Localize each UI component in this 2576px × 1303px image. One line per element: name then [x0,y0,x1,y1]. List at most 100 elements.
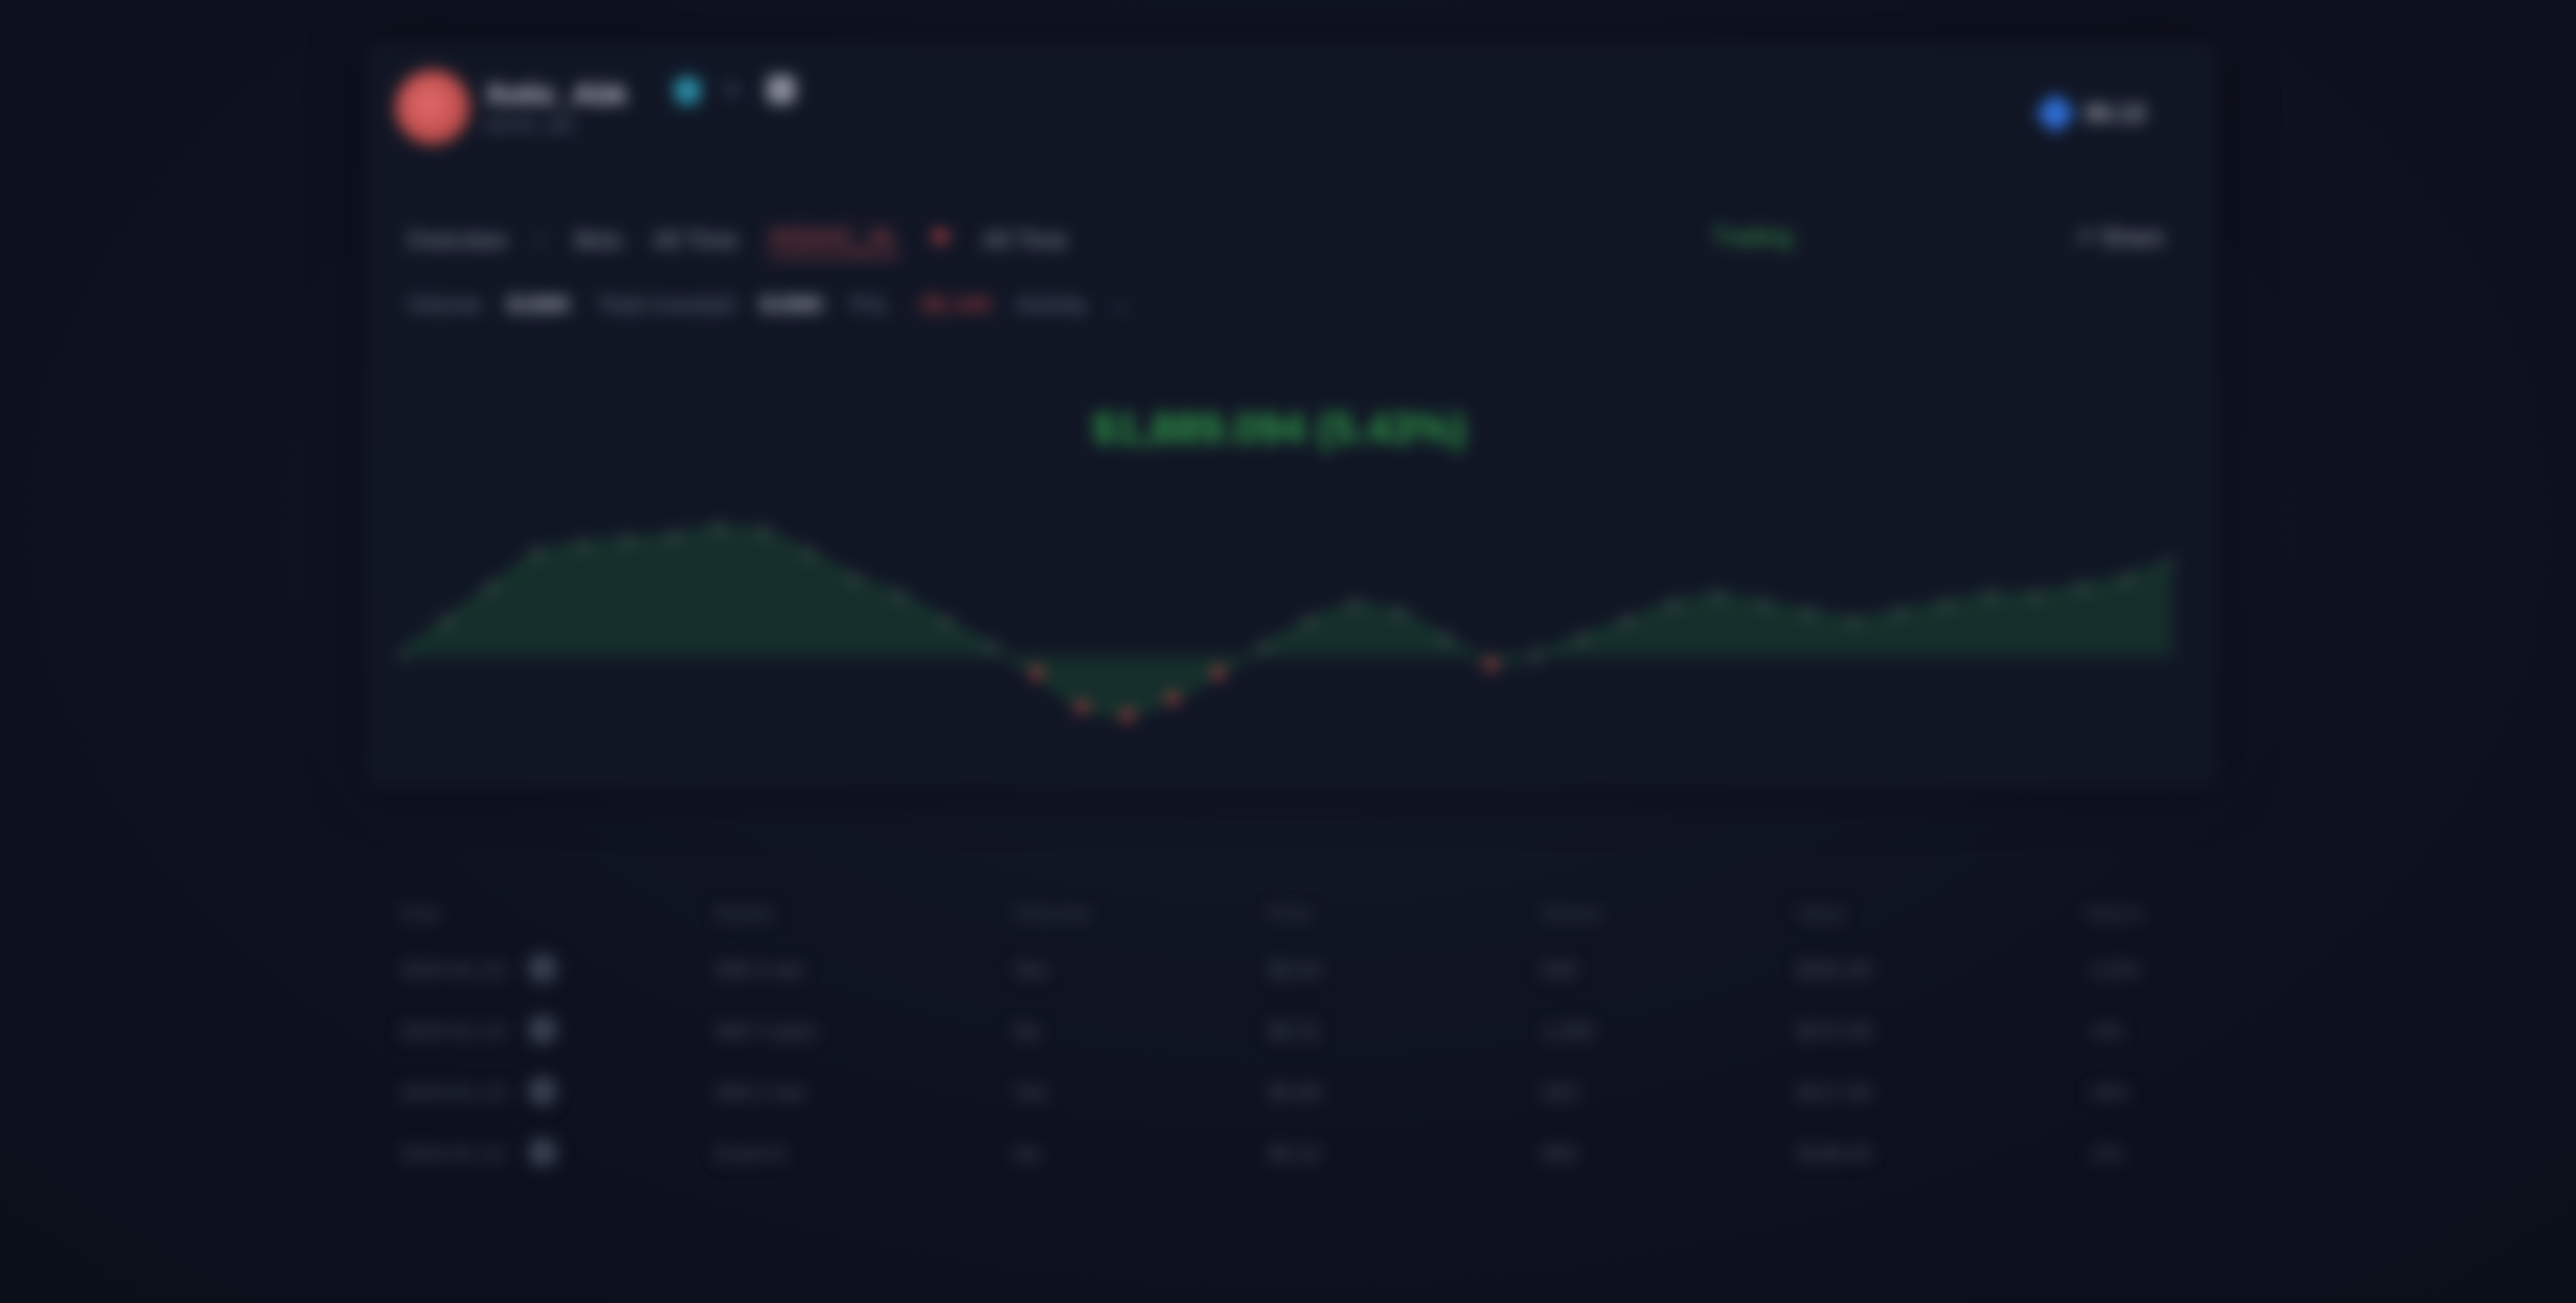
profile-username: Xotic_Abk [486,78,628,111]
table-cell: +8% [2087,1082,2129,1105]
pnl-point[interactable] [1575,633,1588,645]
pnl-point[interactable] [1257,641,1270,653]
table-cell: Will Y pass [716,1020,816,1043]
table-cell: 1,200 [1542,1020,1594,1043]
column-header[interactable]: Return [2087,903,2144,924]
pnl-point[interactable] [1984,590,1997,602]
pnl-point[interactable] [1848,616,1860,628]
table-body: 2024-01-15 Will X win Yes $0.54 540 $291.60 +1… [400,940,2189,1185]
pnl-point[interactable] [1894,607,1906,619]
pnl-point[interactable] [1394,607,1406,619]
table-cell: $372.00 [1797,1020,1872,1043]
column-header[interactable]: Date [400,903,440,924]
pnl-point[interactable] [1621,616,1633,628]
profile-card [366,43,2218,787]
table-cell: 320 [1542,1082,1577,1105]
pnl-point[interactable] [576,539,589,551]
market-icon [528,1138,557,1167]
pnl-point[interactable] [1348,599,1360,611]
table-cell: No [1014,1143,1040,1166]
table-cell: $0.31 [1269,1020,1321,1043]
stat-volume-value: $188K [506,291,572,317]
pnl-point[interactable] [985,641,998,653]
table-cell: +12% [2087,959,2141,982]
table-cell: -2% [2087,1143,2124,1166]
wallet-balance[interactable]: $0.13 [2034,92,2146,135]
stat-pnl-label: PnL [850,291,890,317]
table-cell: $0.22 [1269,1143,1321,1166]
pnl-area-fill [400,528,2172,715]
column-header[interactable]: Value [1797,903,1844,924]
column-header[interactable]: Market [716,903,773,924]
pnl-point[interactable] [848,573,861,585]
flag-icon: ⚑ [929,226,952,254]
table-cell: 540 [1542,959,1577,982]
pnl-summary: $1,889.094 (5.43%) [1092,405,1467,452]
market-icon [528,954,557,983]
stat-invested-label: Total Invested [597,291,734,317]
tab-overview[interactable]: Overview [407,226,507,253]
market-time-range[interactable]: All Time [982,226,1068,253]
pnl-point[interactable] [1485,658,1497,670]
pnl-point[interactable] [1212,667,1224,679]
positions-table: Date Market Outcome Price Shares Value Return … [400,903,2189,1185]
table-cell: 2024-01-15 [400,959,505,982]
pnl-point[interactable] [1030,667,1043,679]
pnl-point[interactable] [894,590,906,602]
pnl-point[interactable] [803,548,815,560]
pnl-point[interactable] [440,616,452,628]
pnl-point[interactable] [2120,573,2133,585]
table-cell: Will Z rise [716,1082,806,1105]
activity-dropdown[interactable]: Activity [1015,291,1087,317]
table-row[interactable]: 2024-01-14 Will Y pass No $0.31 1,200 $372.00… [400,1002,2189,1063]
column-header[interactable]: Price [1269,903,1313,924]
camera-icon[interactable] [767,75,796,104]
pnl-point[interactable] [400,650,406,662]
share-button[interactable]: ↗ Share [2073,224,2164,250]
table-cell: $198.00 [1797,1143,1872,1166]
pnl-chart-area [400,522,2172,721]
table-row[interactable]: 2024-01-15 Will X win Yes $0.54 540 $291.60 +1… [400,940,2189,1002]
pnl-point[interactable] [485,582,497,594]
column-header[interactable]: Shares [1542,903,1601,924]
pnl-point[interactable] [757,526,770,538]
table-cell: Yes [1014,1082,1048,1105]
pnl-point[interactable] [1803,607,1815,619]
column-header[interactable]: Outcome [1014,903,1090,924]
share-label: Share [2100,224,2164,250]
pnl-point[interactable] [1302,616,1315,628]
pnl-point[interactable] [1121,709,1134,721]
pnl-point[interactable] [1757,599,1769,611]
pnl-point[interactable] [2030,590,2042,602]
time-range[interactable]: All Time [653,226,739,253]
table-cell: $291.60 [1797,959,1872,982]
pnl-point[interactable] [667,531,679,542]
tab-bets[interactable]: Bets [574,226,623,253]
wallet-balance-value: $0.13 [2085,100,2146,126]
pnl-point[interactable] [2166,556,2172,568]
pnl-point[interactable] [940,616,952,628]
table-row[interactable]: 2024-01-12 Event A No $0.22 900 $198.00 -2% [400,1124,2189,1185]
pnl-point[interactable] [1711,590,1724,602]
pnl-point[interactable] [1530,650,1543,662]
breadcrumb-separator: / [537,226,544,253]
stat-pnl-value: -$5,348 [915,291,991,317]
chart-axis [400,807,2189,841]
dot-icon [726,83,738,95]
avatar[interactable] [394,68,472,146]
pnl-point[interactable] [2075,582,2088,594]
pnl-point[interactable] [531,548,543,560]
chevron-down-icon: ⌄ [1112,291,1131,317]
pnl-point[interactable] [621,535,634,547]
pnl-point[interactable] [712,522,725,534]
table-cell: 2024-01-12 [400,1143,505,1166]
table-cell: Event A [716,1143,786,1166]
pnl-point[interactable] [1939,599,1952,611]
table-cell: 2024-01-14 [400,1020,505,1043]
pnl-point[interactable] [1076,701,1088,713]
pnl-point[interactable] [1666,599,1679,611]
market-link[interactable]: AISAAC_AL [768,223,899,256]
table-row[interactable]: 2024-01-13 Will Z rise Yes $0.68 320 $217.60 +… [400,1063,2189,1124]
pnl-point[interactable] [1439,633,1452,645]
pnl-point[interactable] [1166,692,1179,704]
